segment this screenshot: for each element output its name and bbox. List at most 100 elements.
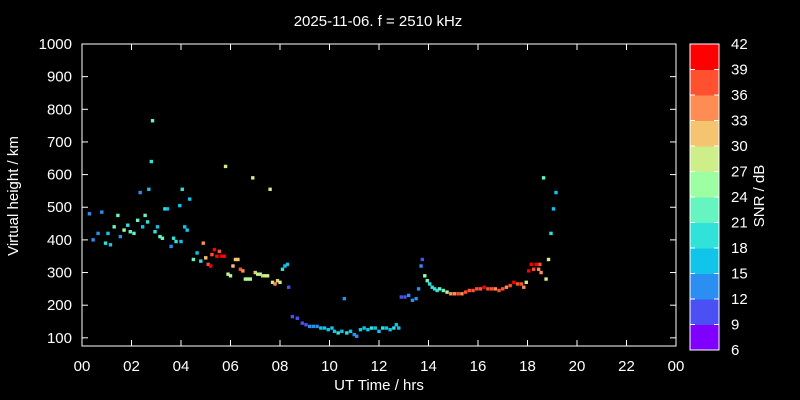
- data-point: [355, 334, 359, 338]
- data-point: [212, 247, 217, 252]
- data-point: [377, 329, 381, 334]
- data-point: [522, 285, 526, 289]
- data-point: [539, 270, 543, 275]
- colorbar-tick-label: 12: [731, 291, 748, 308]
- data-point: [199, 259, 203, 263]
- data-point: [432, 287, 437, 291]
- y-tick-label: 100: [47, 330, 72, 347]
- data-point: [554, 190, 558, 195]
- x-tick-label: 22: [618, 358, 635, 375]
- data-point: [87, 212, 92, 216]
- data-point: [419, 264, 423, 268]
- data-point: [201, 241, 205, 245]
- colorbar-segment: [690, 171, 719, 198]
- data-point: [430, 285, 434, 289]
- data-point: [467, 288, 472, 293]
- colorbar-tick-label: 27: [731, 164, 748, 181]
- colorbar-segment: [690, 273, 719, 300]
- data-point: [220, 254, 224, 258]
- y-tick-label: 700: [47, 134, 72, 151]
- data-point: [544, 277, 548, 281]
- data-point: [241, 269, 245, 273]
- y-tick-label: 400: [47, 232, 72, 249]
- colorbar: 6 9 12 15 18 21 24 27 30 33 36 39 42: [689, 36, 748, 359]
- y-tick-label: 300: [47, 265, 72, 282]
- data-point: [268, 187, 272, 191]
- data-point: [275, 279, 280, 283]
- data-point: [217, 249, 222, 254]
- data-point: [420, 257, 425, 262]
- data-point: [319, 326, 323, 330]
- data-point: [531, 267, 536, 271]
- data-point: [428, 282, 432, 286]
- data-point: [248, 277, 252, 281]
- data-point: [180, 187, 184, 191]
- data-point: [165, 207, 170, 211]
- data-point: [150, 119, 155, 123]
- data-point: [340, 329, 344, 334]
- colorbar-tick-label: 18: [731, 240, 748, 257]
- data-point: [223, 164, 228, 169]
- data-point: [486, 287, 490, 291]
- data-point: [91, 238, 95, 242]
- data-point: [147, 187, 151, 191]
- data-point: [538, 262, 542, 267]
- x-tick-label: 02: [123, 358, 140, 375]
- data-point: [169, 244, 173, 249]
- data-point: [381, 326, 385, 330]
- colorbar-segment: [690, 44, 719, 70]
- data-point: [546, 257, 551, 262]
- y-tick-label: 500: [47, 199, 72, 216]
- data-point: [295, 316, 300, 320]
- data-point: [493, 287, 498, 291]
- data-point: [336, 331, 340, 335]
- data-point: [246, 277, 250, 281]
- data-point: [308, 324, 312, 329]
- data-point: [143, 213, 147, 218]
- data-point: [435, 288, 439, 293]
- colorbar-segment: [690, 248, 719, 274]
- colorbar-tick-label: 21: [731, 215, 748, 232]
- data-point: [283, 264, 287, 268]
- data-point: [286, 285, 291, 289]
- data-point: [471, 288, 475, 293]
- data-point: [132, 231, 136, 236]
- data-point: [96, 231, 100, 236]
- data-point: [112, 225, 116, 229]
- colorbar-label: SNR / dB: [751, 165, 768, 228]
- data-point: [280, 267, 285, 271]
- x-tick-label: 08: [272, 358, 289, 375]
- y-axis-label: Virtual height / km: [5, 136, 22, 256]
- chart-title: 2025-11-06. f = 2510 kHz: [294, 13, 463, 30]
- data-point: [251, 176, 255, 180]
- data-point: [315, 324, 319, 329]
- plot-frame: [81, 43, 677, 347]
- data-point: [210, 252, 214, 257]
- data-point: [352, 332, 356, 337]
- x-tick-label: 06: [222, 358, 239, 375]
- x-tick-label: 14: [420, 358, 437, 375]
- y-tick-label: 1000: [39, 36, 72, 53]
- data-point: [108, 243, 113, 247]
- data-point: [290, 314, 295, 319]
- data-point: [209, 264, 213, 268]
- data-point: [445, 290, 449, 294]
- data-point: [238, 267, 243, 271]
- y-axis: 100 200 300 400 500 600 700 800 900 1000: [39, 36, 676, 347]
- colorbar-tick-label: 15: [731, 266, 748, 283]
- data-point: [416, 287, 421, 291]
- data-point: [497, 288, 501, 293]
- data-point: [373, 326, 377, 330]
- data-point: [178, 203, 182, 208]
- data-point: [482, 285, 486, 289]
- data-point: [527, 269, 531, 273]
- data-point: [195, 251, 199, 255]
- data-point: [512, 280, 516, 285]
- data-point: [392, 326, 396, 330]
- data-point: [278, 280, 282, 285]
- data-point: [118, 234, 123, 239]
- colorbar-tick-label: 36: [731, 87, 748, 104]
- data-point: [549, 231, 553, 236]
- data-point: [174, 239, 178, 244]
